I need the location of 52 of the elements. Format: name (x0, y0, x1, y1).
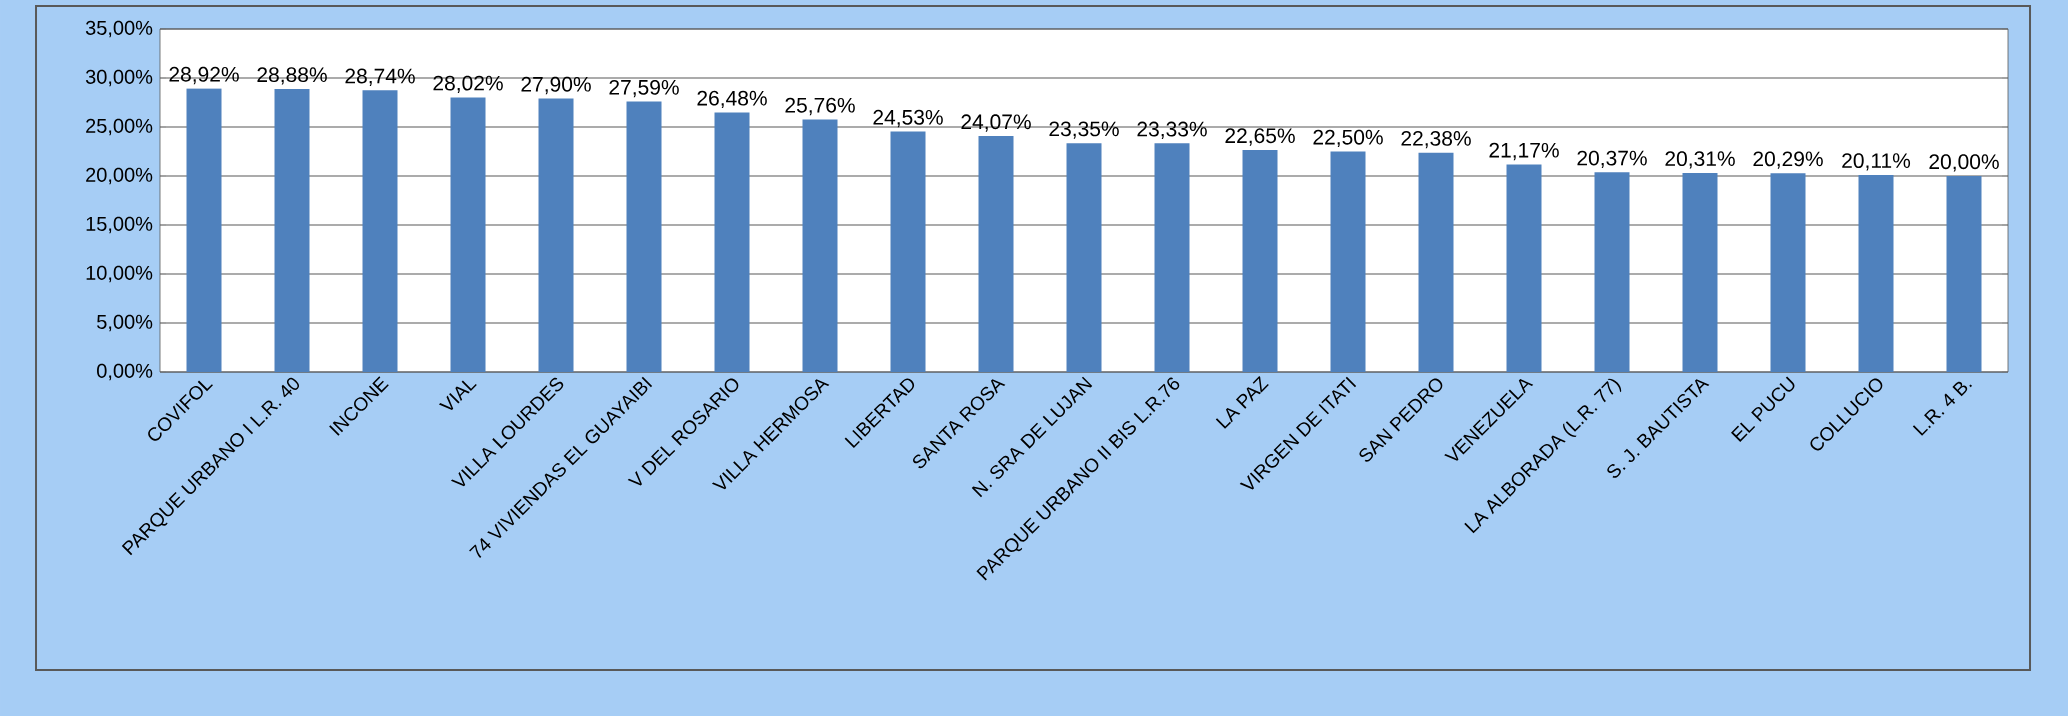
data-label: 20,11% (1842, 153, 1911, 171)
y-tick-label: 35,00% (85, 20, 153, 38)
bar (1154, 143, 1190, 372)
bar (1242, 150, 1278, 372)
data-label: 28,88% (257, 67, 327, 85)
data-label: 28,02% (433, 75, 503, 94)
data-label: 27,59% (609, 79, 679, 98)
data-label: 26,48% (697, 90, 767, 109)
data-label: 24,53% (873, 109, 943, 128)
bar (1066, 143, 1102, 372)
y-tick-label: 10,00% (86, 265, 153, 283)
bar (802, 119, 838, 372)
data-label: 28,92% (169, 66, 239, 85)
bar (538, 98, 574, 372)
data-label: 22,38% (1401, 130, 1471, 149)
data-label: 20,37% (1577, 150, 1647, 168)
bar (1946, 175, 1982, 372)
y-tick-label: 30,00% (85, 69, 153, 87)
data-label: 28,74% (345, 68, 415, 86)
y-tick-label: 0,00% (97, 363, 153, 381)
data-label: 21,17% (1489, 142, 1559, 161)
bar (186, 88, 222, 372)
bar (1770, 173, 1806, 372)
data-label: 22,50% (1313, 129, 1383, 148)
y-tick-label: 5,00% (97, 314, 153, 332)
x-tick-label: VIAL (438, 380, 477, 410)
data-label: 23,33% (1137, 121, 1207, 139)
bar (450, 97, 486, 372)
data-label: 22,65% (1225, 128, 1295, 146)
data-label: 20,00% (1929, 154, 1999, 172)
y-tick-label: 25,00% (86, 118, 153, 136)
bar (1858, 174, 1894, 372)
data-label: 25,76% (785, 97, 855, 116)
bar (274, 88, 310, 372)
bar (1594, 172, 1630, 372)
bar (978, 136, 1014, 372)
bar (626, 101, 662, 372)
data-label: 20,31% (1665, 151, 1735, 169)
bar (890, 131, 926, 372)
data-label: 24,07% (961, 114, 1031, 132)
bar (1682, 172, 1718, 372)
data-label: 20,29% (1753, 151, 1823, 169)
bar (362, 90, 398, 372)
bar (714, 112, 750, 372)
bar (1506, 164, 1542, 372)
y-tick-label: 15,00% (86, 216, 153, 234)
x-tick-label: L.R. 4 B. (1912, 381, 1973, 436)
y-tick-label: 20,00% (86, 167, 153, 185)
bar (1418, 152, 1454, 372)
data-label: 23,35% (1049, 121, 1119, 139)
bar (1330, 151, 1366, 372)
data-label: 27,90% (521, 76, 591, 95)
